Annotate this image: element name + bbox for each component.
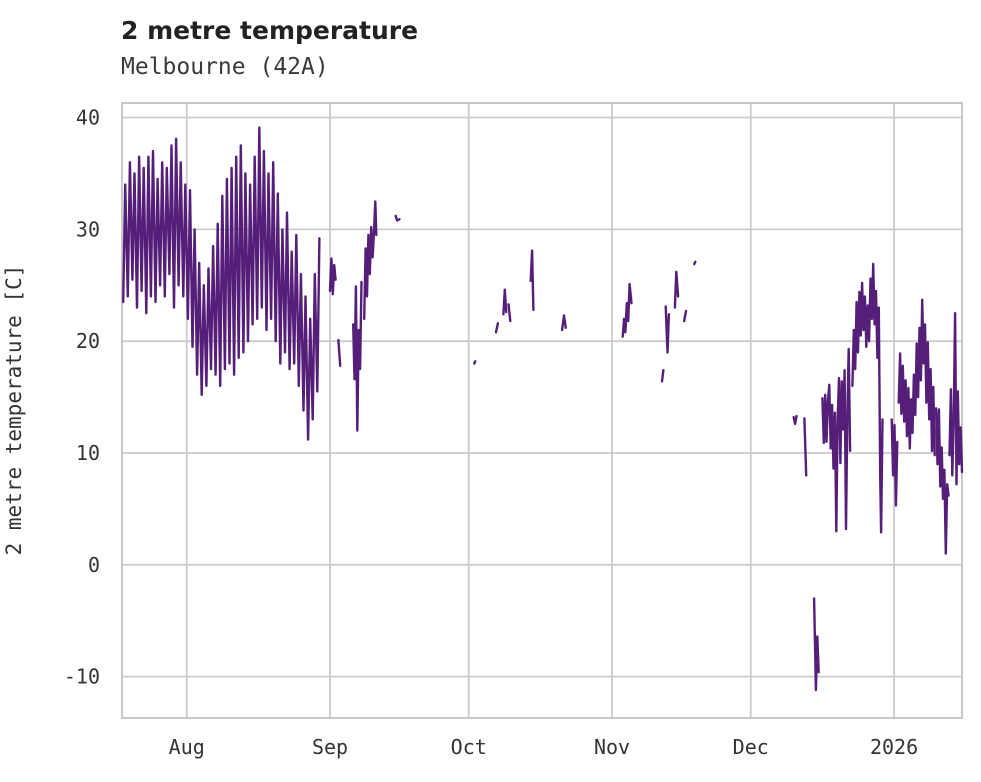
temperature-series-segment: [890, 418, 899, 507]
temperature-series-segment: [529, 249, 535, 312]
x-tick-label: Sep: [312, 735, 348, 759]
temperature-series-segment: [948, 312, 964, 486]
temperature-series-segment: [337, 338, 342, 367]
y-tick-label: 40: [76, 106, 100, 130]
temperature-series-segment: [660, 369, 665, 383]
temperature-series-segment: [473, 360, 477, 365]
temperature-series-segment: [792, 414, 798, 426]
temperature-series-segment: [821, 347, 852, 533]
temperature-series-segment: [328, 257, 337, 296]
plot-frame: [121, 102, 963, 719]
x-tick-label: Aug: [169, 735, 205, 759]
x-tick-label: Dec: [733, 735, 769, 759]
y-tick-label: 0: [88, 553, 100, 577]
temperature-series-segment: [394, 214, 401, 222]
temperature-series-segment: [934, 407, 950, 555]
y-tick-label: 20: [76, 329, 100, 353]
temperature-series-segment: [683, 309, 688, 323]
y-tick-label: 10: [76, 441, 100, 465]
temperature-series-segment: [507, 303, 512, 323]
temperature-series-segment: [897, 298, 936, 457]
temperature-series-segment: [851, 262, 884, 534]
y-tick-label: 30: [76, 217, 100, 241]
temperature-series-segment: [122, 126, 321, 441]
temperature-series-segment: [812, 597, 820, 692]
temperature-series-segment: [803, 417, 808, 477]
temperature-series-segment: [693, 260, 697, 266]
temperature-series-segment: [664, 305, 671, 354]
temperature-series-segment: [352, 280, 363, 432]
x-tick-label: Nov: [594, 735, 630, 759]
temperature-series-segment: [673, 270, 680, 309]
temperature-series-segment: [621, 282, 633, 338]
temperature-series-segment: [560, 314, 567, 332]
chart-subtitle: Melbourne (42A): [121, 54, 329, 80]
y-tick-label: -10: [64, 665, 100, 689]
temperature-series-segment: [363, 200, 378, 320]
temperature-series-segment: [502, 288, 508, 316]
temperature-series-segment: [494, 322, 500, 334]
chart-title: 2 metre temperature: [121, 16, 419, 45]
x-tick-label: 2026: [870, 735, 918, 759]
x-tick-label: Oct: [451, 735, 487, 759]
